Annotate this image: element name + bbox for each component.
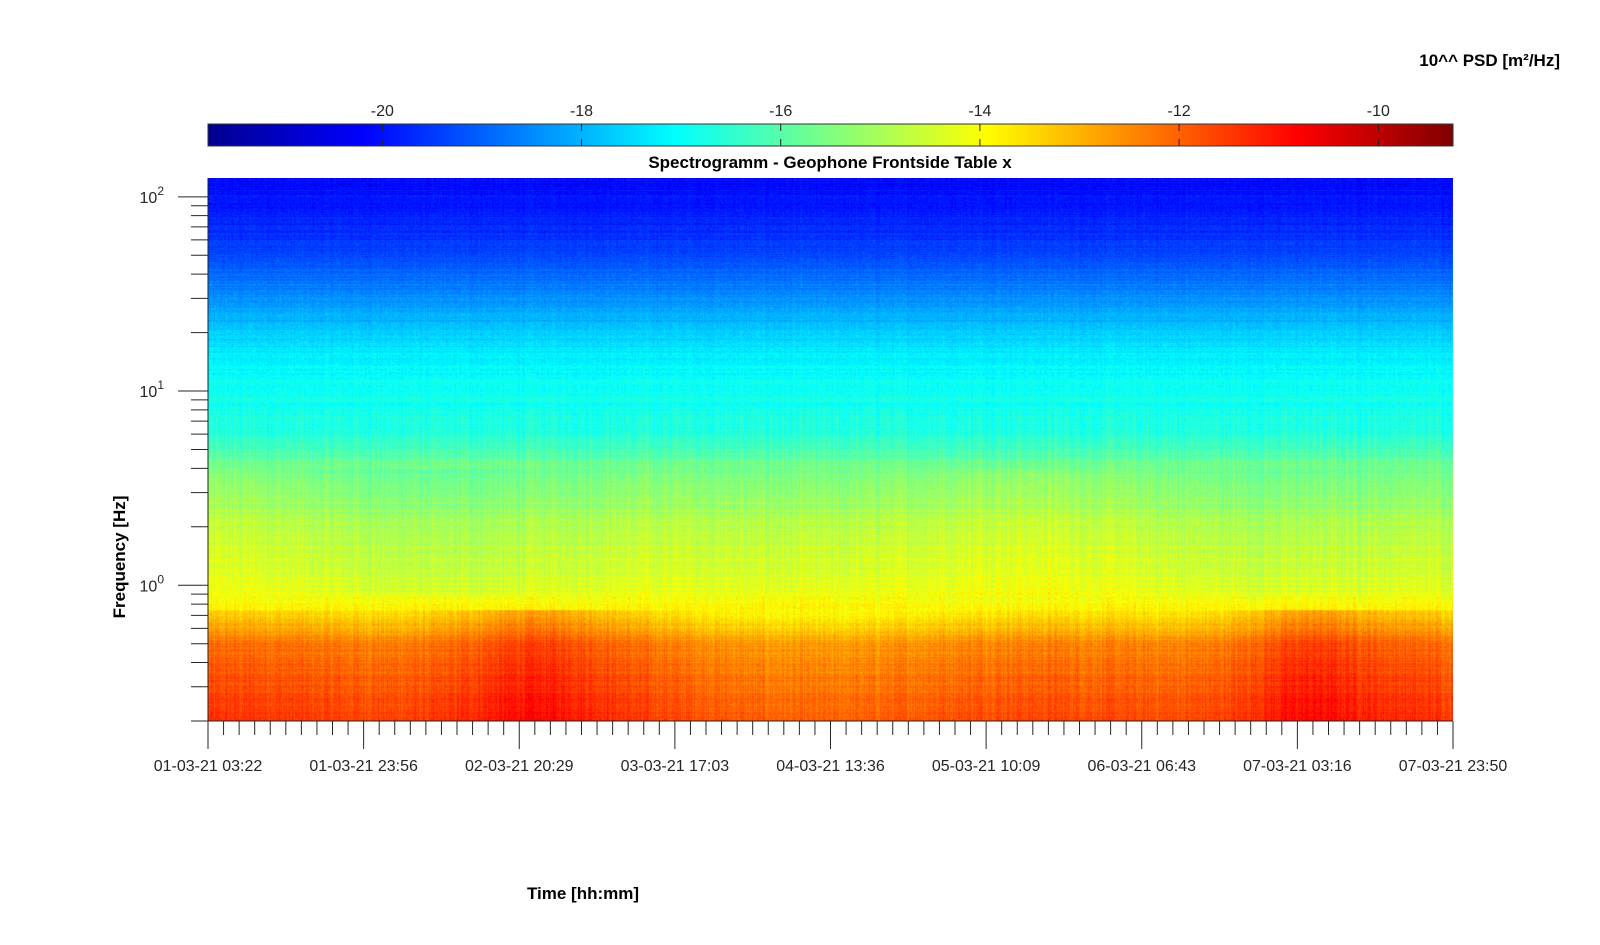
colorbar-tick-label: -16 [769,103,792,120]
y-axis-ticks: 102 101 100 [140,184,208,722]
colorbar-tick-label: -10 [1367,103,1390,120]
x-tick-label: 01-03-21 23:56 [309,758,418,775]
colorbar-ticks: -20 -18 -16 -14 -12 -10 [371,103,1390,146]
x-tick-label: 02-03-21 20:29 [465,758,574,775]
spectrogram-heatmap [208,178,1453,721]
plot-area: 102 101 100 01-03-21 03:22 01-03-21 23:56 02… [140,178,1508,775]
colorbar-label: 10^^ PSD [m²/Hz] [1419,51,1560,70]
x-axis-ticks: 01-03-21 03:22 01-03-21 23:56 02-03-21 20:… [154,721,1508,775]
colorbar: 10^^ PSD [m²/Hz] -20 -18 -16 -14 -12 -10 [207,51,1560,147]
x-tick-label: 07-03-21 03:16 [1243,758,1352,775]
y-tick-label: 102 [140,184,165,207]
x-tick-label: 04-03-21 13:36 [776,758,885,775]
colorbar-tick-label: -14 [968,103,991,120]
x-axis-label: Time [hh:mm] [527,884,639,903]
chart-title: Spectrogramm - Geophone Frontside Table … [648,153,1012,172]
x-tick-label: 07-03-21 23:50 [1399,758,1508,775]
y-tick-label: 100 [140,572,165,595]
colorbar-tick-label: -20 [371,103,394,120]
y-axis-label: Frequency [Hz] [110,496,129,619]
colorbar-gradient [207,123,1454,147]
x-tick-label: 01-03-21 03:22 [154,758,263,775]
colorbar-tick-label: -12 [1168,103,1191,120]
colorbar-tick-label: -18 [570,103,593,120]
x-tick-label: 05-03-21 10:09 [932,758,1041,775]
x-tick-label: 06-03-21 06:43 [1087,758,1196,775]
x-tick-label: 03-03-21 17:03 [621,758,730,775]
y-tick-label: 101 [140,378,165,401]
